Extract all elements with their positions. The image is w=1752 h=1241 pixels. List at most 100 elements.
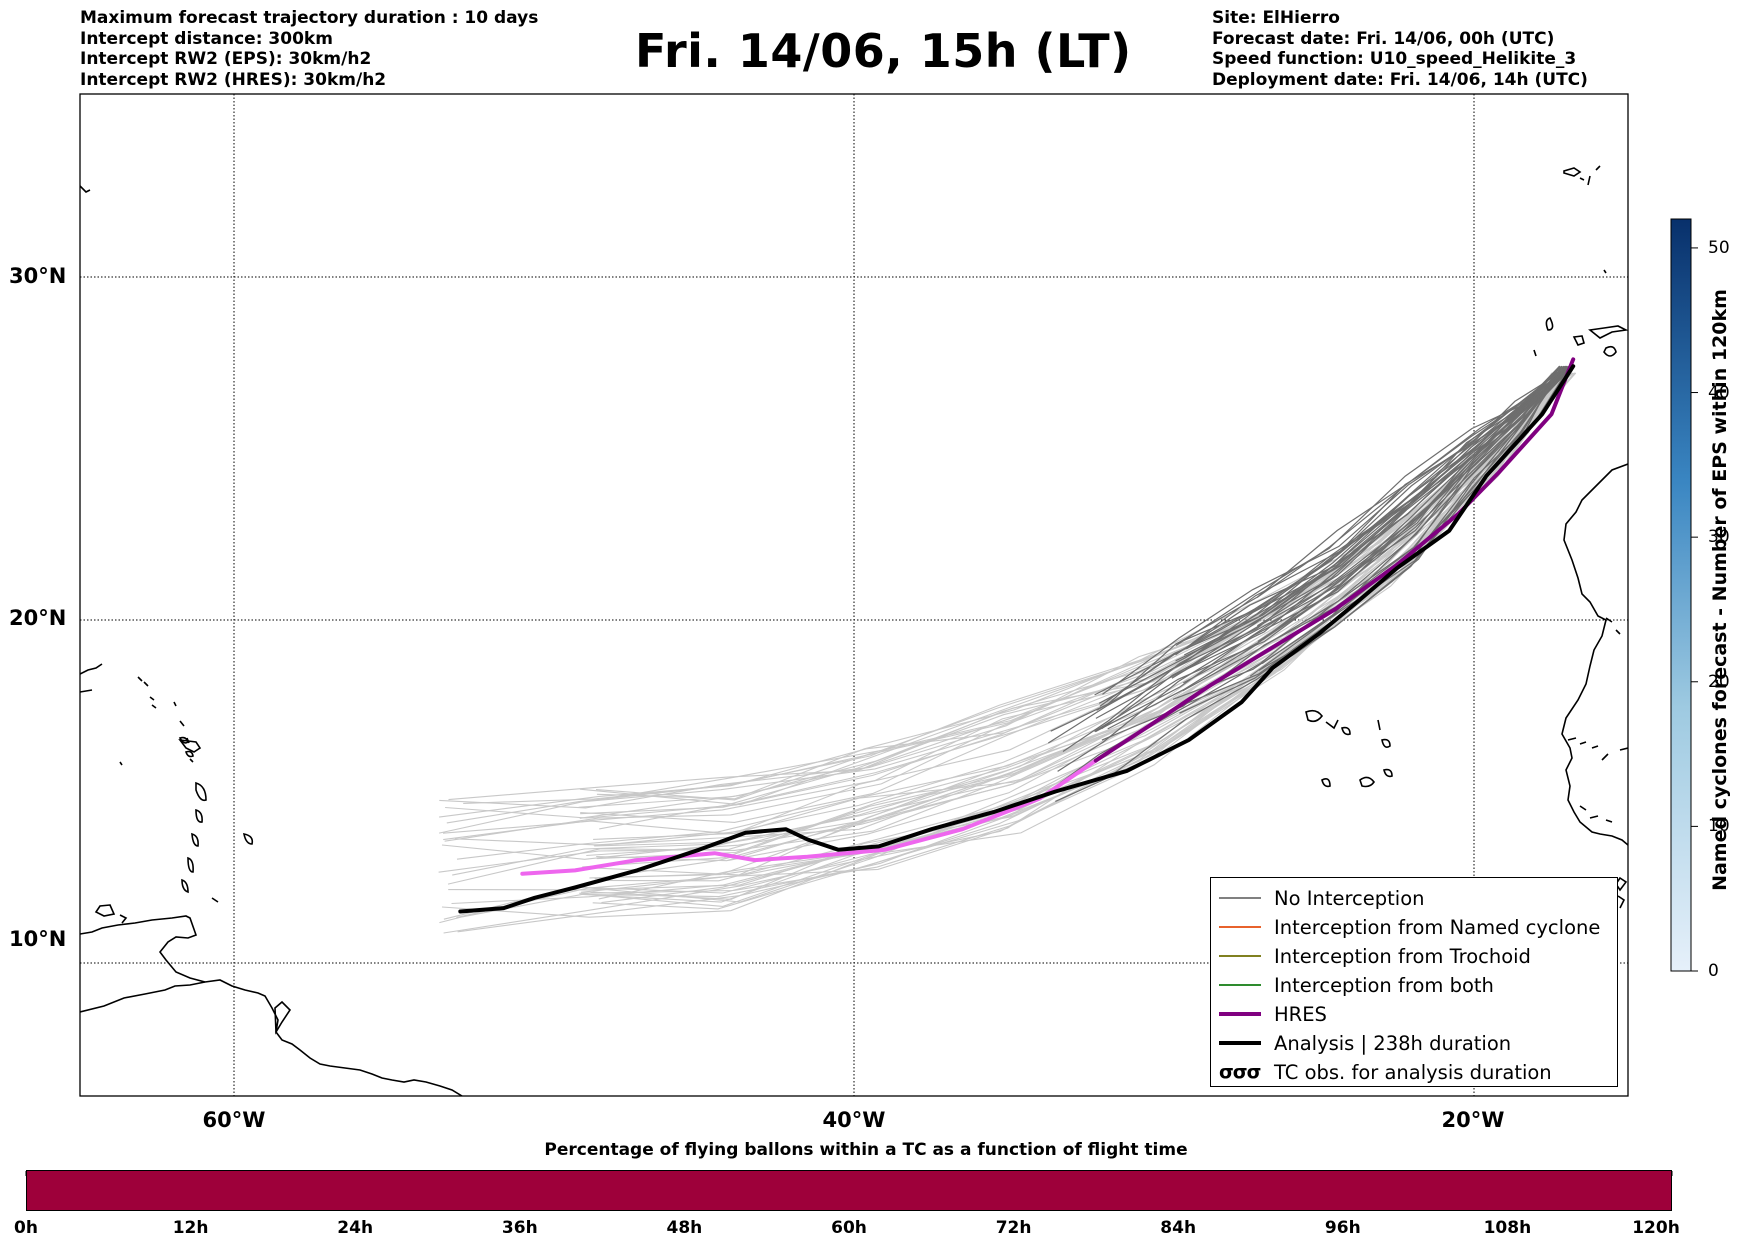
time-bar-tick: 12h: [172, 1218, 209, 1238]
ensemble-trajectory-no-interception: [1099, 365, 1566, 707]
setting-line: Intercept RW2 (HRES): 30km/h2: [80, 69, 387, 90]
ensemble-trajectory: [579, 372, 1572, 806]
coastline-segment: [1579, 805, 1613, 823]
colorbar-tick: 30: [1708, 527, 1730, 547]
coastline: [80, 165, 1628, 1096]
ensemble-trajectory: [442, 372, 1556, 834]
ensemble-trajectory: [456, 372, 1554, 919]
ensemble-trajectory: [580, 372, 1553, 815]
legend-item: No Interception: [1211, 884, 1617, 912]
ensemble-trajectory: [462, 372, 1572, 918]
legend-item: Interception from both: [1211, 971, 1617, 999]
coastline-segment: [80, 915, 206, 983]
ensemble-trajectory: [594, 372, 1567, 876]
ensemble-trajectory: [444, 372, 1571, 842]
coastline-segment: [274, 1000, 292, 1035]
legend-swatch-no-interception: [1219, 897, 1261, 899]
coastline-segment: [1603, 269, 1607, 274]
time-bar-tick: 84h: [1160, 1218, 1197, 1238]
analysis-track: [458, 364, 1576, 914]
time-bar-tick: 36h: [501, 1218, 538, 1238]
legend-label: TC obs. for analysis duration: [1274, 1060, 1552, 1084]
coastline-segment: [181, 781, 219, 903]
ensemble-trajectory: [578, 372, 1563, 808]
ensemble-trajectory: [439, 372, 1567, 924]
main-tracks: [458, 357, 1576, 914]
ensemble-trajectory: [443, 372, 1569, 920]
setting-line: Intercept RW2 (EPS): 30km/h2: [80, 49, 372, 69]
coastline-segment: [1545, 317, 1628, 357]
legend-swatch-analysis: [1219, 1041, 1261, 1045]
hres-track: [1093, 357, 1576, 763]
time-bar-tick: 108h: [1483, 1218, 1532, 1238]
coastline-segment: [94, 904, 128, 924]
ensemble-trajectory-no-interception: [1177, 365, 1571, 644]
ensemble-trajectory-no-interception: [1182, 365, 1570, 692]
ensemble-trajectory-no-interception: [1106, 365, 1575, 702]
lat-label-20n: 20°N: [9, 606, 67, 630]
legend-label: Interception from both: [1274, 973, 1494, 997]
colorbar-tick: 10: [1708, 816, 1730, 836]
ensemble-trajectory: [452, 372, 1568, 876]
ensemble-trajectory-no-interception: [1183, 365, 1564, 684]
ensemble-trajectory-no-interception: [1102, 365, 1572, 695]
ensemble-trajectory: [592, 372, 1559, 910]
colorbar-tick: 20: [1708, 672, 1730, 692]
ensemble-trajectory: [599, 372, 1560, 830]
ensemble-trajectory: [438, 372, 1571, 834]
time-bar-tick: 0h: [14, 1218, 38, 1238]
time-bar-tick: 48h: [666, 1218, 703, 1238]
ensemble-trajectory: [589, 372, 1568, 879]
ensemble-trajectory: [601, 372, 1576, 904]
coastline-segment: [178, 738, 202, 753]
site-line: Site: ElHierro: [1212, 8, 1340, 28]
ensemble-trajectory: [439, 372, 1554, 809]
coastline-segment: [80, 979, 463, 1096]
legend-item: Interception from Trochoid: [1211, 942, 1617, 970]
time-bar-title: Percentage of flying ballons within a TC…: [544, 1140, 1188, 1160]
speed-function-line: Speed function: U10_speed_Helikite_3: [1212, 49, 1577, 69]
ensemble-trajectory: [579, 372, 1563, 819]
ensemble-trajectory-no-interception: [1171, 365, 1562, 679]
lat-label-10n: 10°N: [9, 927, 67, 951]
coastline-segment: [80, 663, 103, 693]
legend-item: Analysis | 238h duration: [1211, 1029, 1617, 1057]
ensemble-trajectory-no-interception: [1262, 365, 1565, 641]
colorbar-gradient: [1670, 218, 1692, 972]
ensemble-trajectory: [580, 372, 1553, 903]
legend-swatch-named-cyclone: [1219, 926, 1261, 928]
ensemble-trajectory: [596, 372, 1572, 800]
hres-track-early: [520, 758, 1098, 876]
deployment-date-line: Deployment date: Fri. 14/06, 14h (UTC): [1212, 69, 1588, 90]
colorbar-tick: 0: [1708, 961, 1719, 981]
ensemble-trajectory: [600, 372, 1559, 801]
legend: No Interception Interception from Named …: [1210, 877, 1618, 1087]
legend-label: Interception from Trochoid: [1274, 944, 1531, 968]
time-bar-tick: 96h: [1324, 1218, 1361, 1238]
legend-swatch-both: [1219, 984, 1261, 986]
map-area: [80, 94, 1628, 1096]
lon-label-40w: 40°W: [822, 1108, 886, 1132]
legend-label: No Interception: [1274, 886, 1425, 910]
colorbar-title: Named cyclones forecast - Number of EPS …: [1709, 289, 1731, 891]
forecast-date-line: Forecast date: Fri. 14/06, 00h (UTC): [1212, 28, 1555, 49]
coastline-segment: [119, 676, 194, 766]
coastline-segment: [242, 832, 254, 845]
ensemble-trajectory: [443, 372, 1563, 841]
setting-line: Maximum forecast trajectory duration : 1…: [80, 8, 539, 28]
time-bar-tick: 72h: [995, 1218, 1032, 1238]
site-info: Site: ElHierro Forecast date: Fri. 14/06…: [1212, 8, 1588, 90]
coastline-segment: [178, 736, 194, 758]
graticule: [80, 94, 1628, 1096]
coastline-segment: [1561, 463, 1628, 846]
coastline-segment: [1563, 165, 1601, 186]
map-frame: [79, 93, 1629, 1097]
lon-label-60w: 60°W: [202, 1108, 266, 1132]
colorbar: [1670, 218, 1698, 972]
coastline-segment: [1605, 617, 1621, 635]
ensemble-trajectory: [448, 372, 1559, 801]
legend-label: Interception from Named cyclone: [1274, 915, 1601, 939]
legend-item: Interception from Named cyclone: [1211, 913, 1617, 941]
ensemble-trajectory-no-interception: [1184, 365, 1574, 670]
